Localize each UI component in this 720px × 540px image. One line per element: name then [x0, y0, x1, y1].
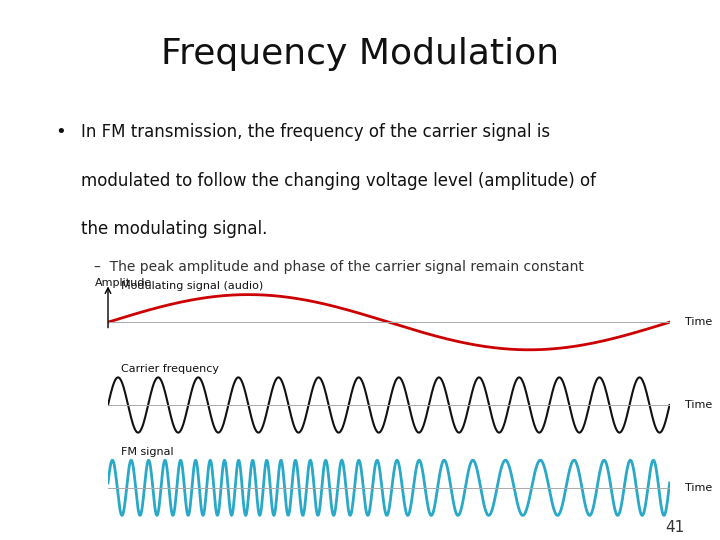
- Text: –  The peak amplitude and phase of the carrier signal remain constant: – The peak amplitude and phase of the ca…: [94, 260, 584, 274]
- Text: the modulating signal.: the modulating signal.: [81, 220, 268, 238]
- Text: 41: 41: [665, 519, 684, 535]
- Text: Frequency Modulation: Frequency Modulation: [161, 37, 559, 71]
- Text: Time: Time: [685, 400, 713, 410]
- Text: Amplitude: Amplitude: [94, 278, 152, 288]
- Text: Time: Time: [685, 317, 713, 327]
- Text: FM signal: FM signal: [122, 447, 174, 457]
- Text: •: •: [55, 123, 66, 141]
- Text: Modulating signal (audio): Modulating signal (audio): [122, 281, 264, 291]
- Text: modulated to follow the changing voltage level (amplitude) of: modulated to follow the changing voltage…: [81, 172, 596, 190]
- Text: Time: Time: [685, 483, 713, 493]
- Text: Carrier frequency: Carrier frequency: [122, 364, 220, 374]
- Text: In FM transmission, the frequency of the carrier signal is: In FM transmission, the frequency of the…: [81, 123, 551, 141]
